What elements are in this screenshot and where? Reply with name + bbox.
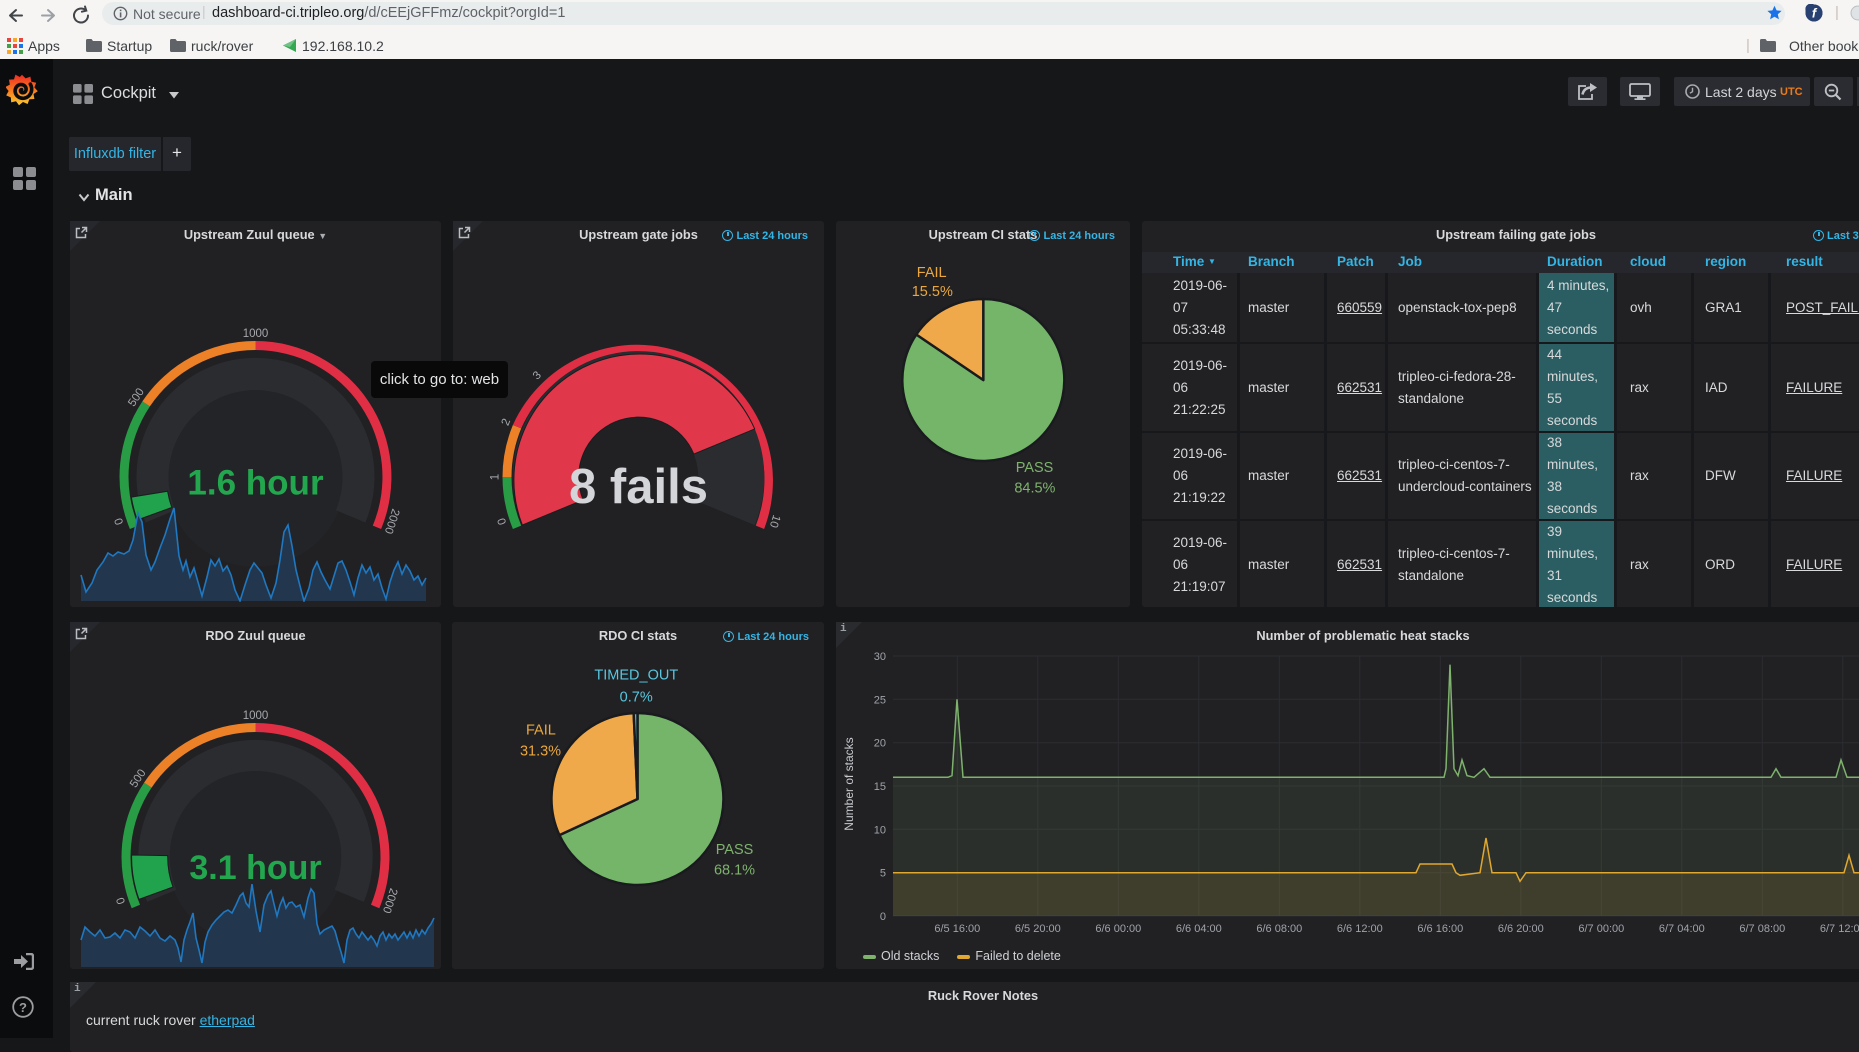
svg-text:FAIL: FAIL (917, 265, 947, 281)
svg-text:10: 10 (767, 513, 782, 529)
svg-text:6/7 12:00: 6/7 12:00 (1820, 923, 1859, 935)
svg-text:8 fails: 8 fails (569, 460, 708, 514)
svg-text:15.5%: 15.5% (912, 284, 953, 300)
svg-text:68.1%: 68.1% (714, 862, 755, 878)
svg-text:1.6 hour: 1.6 hour (187, 463, 324, 502)
svg-text:0: 0 (496, 516, 509, 526)
svg-text:30: 30 (874, 651, 886, 663)
svg-text:6/7 00:00: 6/7 00:00 (1578, 923, 1624, 935)
svg-text:3.1 hour: 3.1 hour (189, 849, 321, 887)
svg-text:6/6 08:00: 6/6 08:00 (1256, 923, 1302, 935)
svg-text:?: ? (19, 1000, 27, 1015)
svg-text:6/5 16:00: 6/5 16:00 (934, 923, 980, 935)
svg-text:TIMED_OUT: TIMED_OUT (594, 668, 678, 684)
svg-text:0.7%: 0.7% (620, 689, 653, 705)
svg-text:6/5 20:00: 6/5 20:00 (1015, 923, 1061, 935)
svg-text:PASS: PASS (716, 842, 754, 858)
svg-text:25: 25 (874, 694, 886, 706)
svg-text:10: 10 (874, 824, 886, 836)
svg-text:31.3%: 31.3% (520, 743, 561, 759)
svg-text:3: 3 (531, 369, 544, 382)
svg-text:6/6 04:00: 6/6 04:00 (1176, 923, 1222, 935)
svg-text:84.5%: 84.5% (1014, 480, 1055, 496)
svg-text:0: 0 (115, 896, 128, 906)
svg-text:1000: 1000 (243, 328, 269, 340)
svg-text:5: 5 (880, 868, 886, 880)
svg-text:f: f (1812, 6, 1818, 21)
svg-text:PASS: PASS (1016, 460, 1054, 476)
svg-text:0: 0 (113, 516, 126, 526)
svg-text:Number of stacks: Number of stacks (842, 737, 856, 830)
svg-text:0: 0 (880, 911, 886, 923)
svg-text:1000: 1000 (243, 710, 269, 722)
svg-text:6/6 00:00: 6/6 00:00 (1095, 923, 1141, 935)
svg-text:6/6 12:00: 6/6 12:00 (1337, 923, 1383, 935)
svg-text:6/7 04:00: 6/7 04:00 (1659, 923, 1705, 935)
svg-text:6/6 16:00: 6/6 16:00 (1417, 923, 1463, 935)
svg-text:2: 2 (500, 417, 514, 428)
svg-text:15: 15 (874, 781, 886, 793)
svg-text:FAIL: FAIL (526, 722, 556, 738)
svg-text:20: 20 (874, 738, 886, 750)
svg-text:1: 1 (490, 474, 502, 480)
svg-text:6/6 20:00: 6/6 20:00 (1498, 923, 1544, 935)
svg-text:6/7 08:00: 6/7 08:00 (1739, 923, 1785, 935)
